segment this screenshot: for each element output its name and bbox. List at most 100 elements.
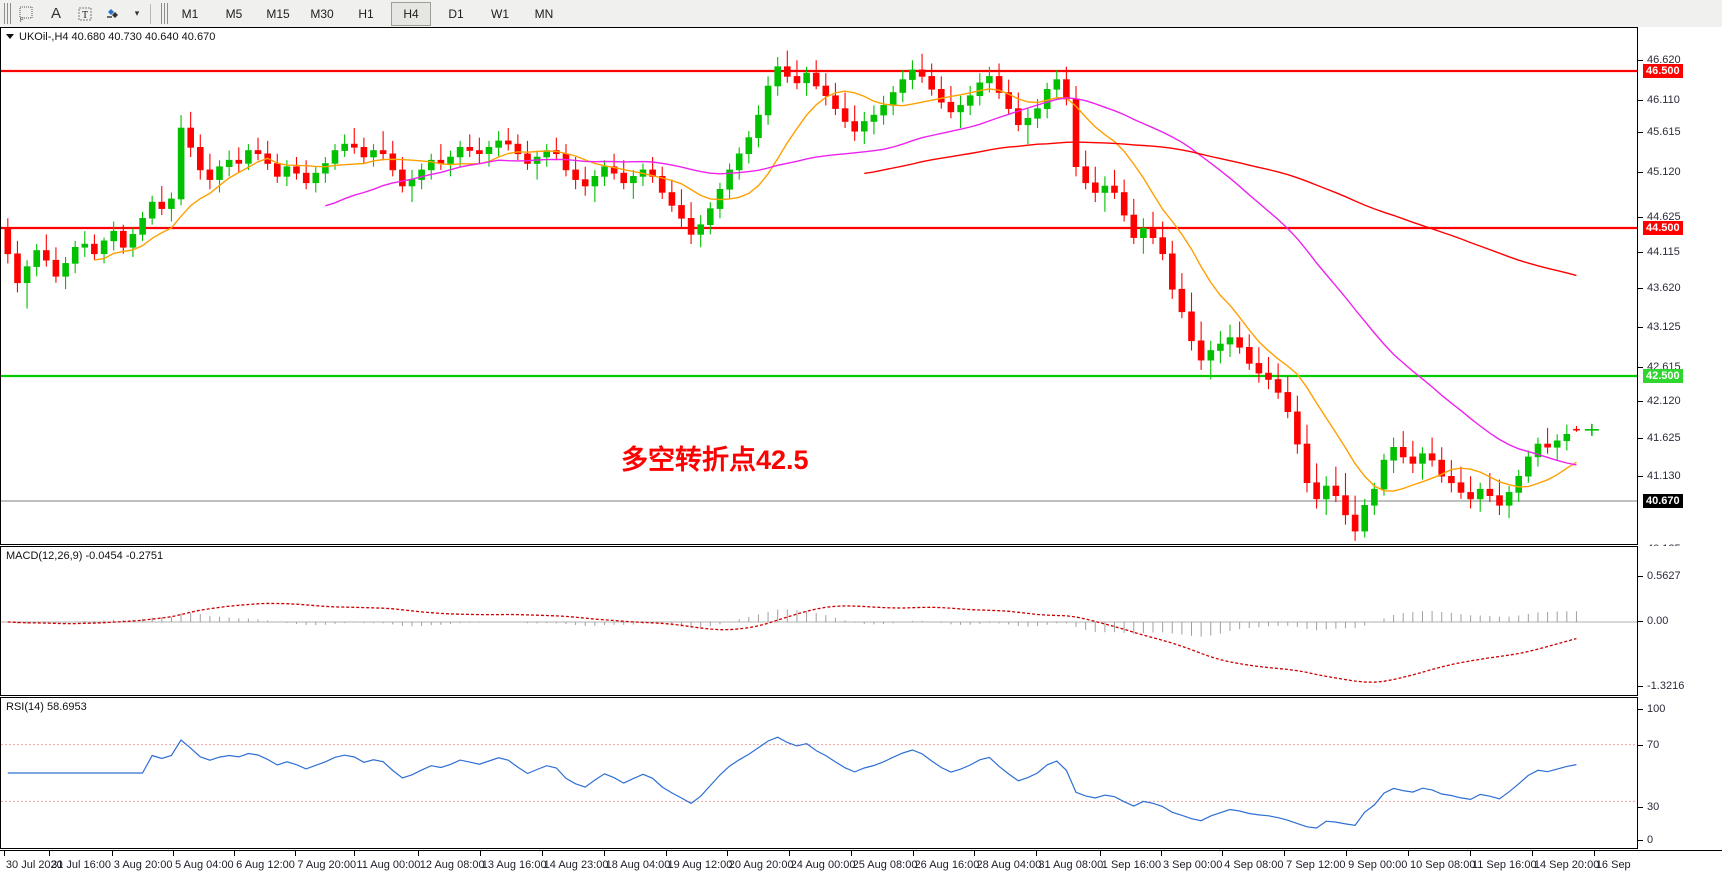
time-axis-tick bbox=[541, 851, 543, 856]
rsi-scale[interactable]: 100 70 30 0 bbox=[1638, 697, 1722, 849]
time-axis-tick bbox=[1161, 851, 1162, 856]
time-axis-label: 20 Aug 20:00 bbox=[728, 859, 794, 871]
time-axis-label: 24 Aug 00:00 bbox=[790, 859, 856, 871]
time-axis-label: 7 Sep 12:00 bbox=[1286, 859, 1346, 871]
price-scale-label: 46.110 bbox=[1647, 94, 1680, 106]
rsi-scale-tick bbox=[1638, 807, 1643, 808]
timeframe-m15[interactable]: M15 bbox=[266, 6, 290, 21]
timeframe-h4[interactable]: H4 bbox=[391, 1, 431, 26]
price-plot[interactable] bbox=[1, 28, 1637, 544]
rsi-plot[interactable] bbox=[1, 698, 1637, 848]
price-scale-label: 42.120 bbox=[1647, 395, 1681, 407]
price-scale[interactable]: 46.620 46.110 45.615 45.120 44.625 44.115 43.6… bbox=[1638, 27, 1722, 625]
macd-scale[interactable]: 0.5627 0.00 -1.3216 bbox=[1638, 546, 1722, 696]
timeframe-w1[interactable]: W1 bbox=[491, 6, 509, 21]
price-scale-tick bbox=[1638, 476, 1643, 477]
price-tag-42500[interactable]: 42.500 bbox=[1643, 369, 1683, 383]
rsi-scale-label: 0 bbox=[1647, 834, 1654, 846]
timeframe-mn[interactable]: MN bbox=[534, 6, 554, 21]
objects-dropdown-icon[interactable]: ▾ bbox=[134, 8, 140, 18]
time-axis-label: 31 Jul 16:00 bbox=[51, 859, 112, 871]
price-panel[interactable]: UKOil-,H4 40.680 40.730 40.640 40.670 多空… bbox=[0, 27, 1638, 545]
toolbar-grip[interactable] bbox=[4, 3, 11, 24]
chart-area: UKOil-,H4 40.680 40.730 40.640 40.670 多空… bbox=[0, 27, 1722, 893]
price-scale-tick bbox=[1638, 327, 1643, 328]
rsi-label: RSI(14) 58.6953 bbox=[6, 701, 87, 713]
rsi-scale-label: 100 bbox=[1647, 703, 1666, 715]
price-scale-label: 45.120 bbox=[1647, 166, 1681, 178]
time-axis-tick bbox=[603, 851, 605, 856]
toolbar: F A T ▾ M1 M5 M15 M30 H1 H4 D1 W1 MN bbox=[0, 0, 1722, 28]
timeframe-d1[interactable]: D1 bbox=[448, 6, 464, 21]
time-axis-label: 3 Sep 00:00 bbox=[1163, 859, 1223, 871]
symbol-collapse-icon[interactable] bbox=[6, 34, 14, 39]
symbol-ohlc-label: UKOil-,H4 40.680 40.730 40.640 40.670 bbox=[19, 31, 216, 43]
time-axis-tick bbox=[1222, 851, 1224, 856]
price-scale-label: 43.125 bbox=[1647, 321, 1681, 333]
timeframe-m30[interactable]: M30 bbox=[310, 6, 334, 21]
time-axis-tick bbox=[1346, 851, 1348, 856]
toolbar-separator bbox=[150, 3, 151, 24]
timeframe-m1[interactable]: M1 bbox=[181, 6, 199, 21]
rsi-scale-label: 70 bbox=[1647, 739, 1660, 751]
crosshair-icon[interactable]: F bbox=[14, 2, 40, 26]
price-candles bbox=[1, 50, 1637, 541]
price-scale-label: 44.625 bbox=[1647, 211, 1681, 223]
time-axis-label: 3 Aug 20:00 bbox=[113, 859, 173, 871]
macd-plot[interactable] bbox=[1, 547, 1637, 695]
objects-icon[interactable] bbox=[101, 2, 127, 26]
rsi-scale-label: 30 bbox=[1647, 801, 1660, 813]
time-axis-tick bbox=[172, 851, 174, 856]
time-axis-tick bbox=[234, 851, 236, 856]
time-axis-label: 14 Aug 23:00 bbox=[543, 859, 609, 871]
price-scale-label: 41.625 bbox=[1647, 432, 1681, 444]
price-scale-tick bbox=[1638, 172, 1643, 173]
timeframe-h1[interactable]: H1 bbox=[358, 6, 374, 21]
time-axis-label: 11 Sep 16:00 bbox=[1471, 859, 1537, 871]
svg-text:T: T bbox=[82, 10, 88, 21]
price-scale-tick bbox=[1638, 100, 1643, 101]
price-scale-tick bbox=[1638, 132, 1643, 133]
time-axis-label: 13 Aug 16:00 bbox=[481, 859, 547, 871]
time-axis-label: 30 Jul 2020 bbox=[5, 859, 63, 871]
time-axis-tick bbox=[1531, 851, 1533, 856]
text-label-icon[interactable]: T bbox=[72, 2, 98, 26]
price-scale-tick bbox=[1638, 60, 1643, 61]
price-scale-label: 45.615 bbox=[1647, 126, 1681, 138]
time-axis-tick bbox=[417, 851, 419, 856]
macd-series bbox=[1, 602, 1637, 683]
macd-panel[interactable]: MACD(12,26,9) -0.0454 -0.2751 bbox=[0, 546, 1638, 696]
timeframe-grip[interactable] bbox=[161, 3, 168, 24]
time-axis-tick bbox=[1284, 851, 1286, 856]
time-axis-tick bbox=[479, 851, 481, 856]
time-axis-tick bbox=[788, 851, 790, 856]
time-axis-label: 7 Aug 20:00 bbox=[297, 859, 357, 871]
svg-text:F: F bbox=[20, 18, 24, 22]
macd-scale-label: 0.5627 bbox=[1647, 570, 1681, 582]
time-axis-tick bbox=[1099, 851, 1101, 856]
time-axis-label: 14 Sep 20:00 bbox=[1533, 859, 1600, 871]
time-axis-label: 25 Aug 08:00 bbox=[852, 859, 918, 871]
time-axis-label: 11 Aug 00:00 bbox=[356, 859, 421, 871]
price-tag-40670[interactable]: 40.670 bbox=[1643, 494, 1683, 508]
time-axis-label: 9 Sep 00:00 bbox=[1348, 859, 1408, 871]
chart-annotation-text[interactable]: 多空转折点42.5 bbox=[621, 445, 809, 475]
price-tag-46500[interactable]: 46.500 bbox=[1643, 64, 1683, 78]
macd-label: MACD(12,26,9) -0.0454 -0.2751 bbox=[6, 550, 164, 562]
timeframe-m5[interactable]: M5 bbox=[225, 6, 243, 21]
time-axis-tick bbox=[912, 851, 914, 856]
price-scale-label: 41.130 bbox=[1647, 470, 1681, 482]
macd-scale-tick bbox=[1638, 576, 1643, 577]
time-axis-tick bbox=[1408, 851, 1410, 856]
price-tag-44500[interactable]: 44.500 bbox=[1643, 221, 1683, 235]
time-axis[interactable]: 30 Jul 2020 31 Jul 16:00 3 Aug 20:00 5 Aug … bbox=[0, 850, 1722, 893]
macd-scale-label: 0.00 bbox=[1647, 615, 1669, 627]
macd-scale-tick bbox=[1638, 686, 1643, 687]
time-axis-label: 28 Aug 04:00 bbox=[976, 859, 1042, 871]
rsi-panel[interactable]: RSI(14) 58.6953 bbox=[0, 697, 1638, 849]
time-axis-tick bbox=[3, 851, 5, 856]
price-scale-tick bbox=[1638, 252, 1643, 253]
time-axis-label: 19 Aug 12:00 bbox=[667, 859, 733, 871]
text-tool-icon[interactable]: A bbox=[50, 5, 61, 22]
